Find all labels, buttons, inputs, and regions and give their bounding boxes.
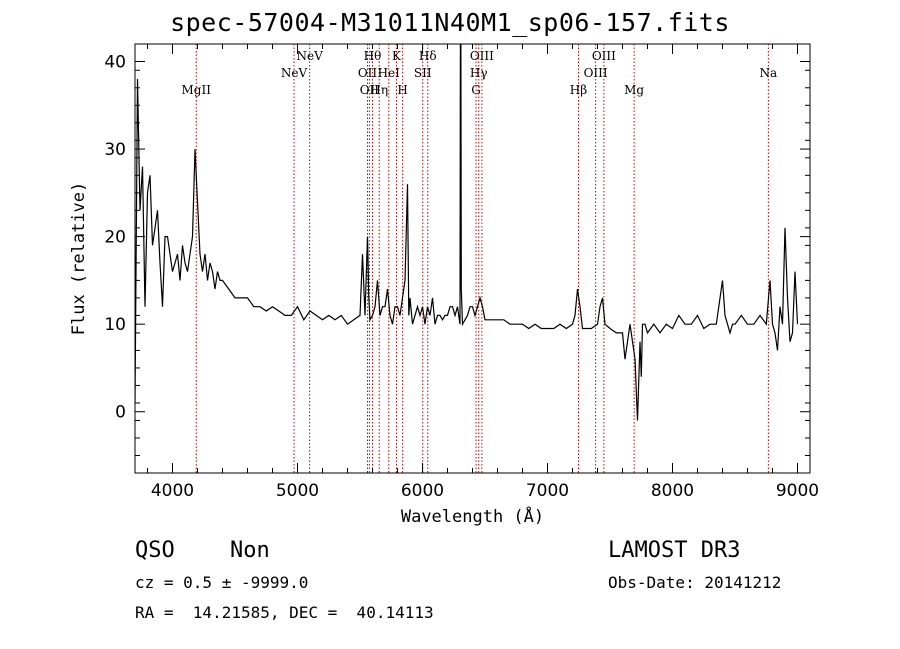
line-label-3: OII [358, 66, 378, 80]
y-axis-label: Flux (relative) [69, 182, 89, 336]
redshift-text: cz = 0.5 ± -9999.0 [135, 573, 309, 592]
x-axis-label: Wavelength (Å) [401, 505, 544, 527]
line-label-16: OIII [584, 66, 608, 80]
x-tick-label-4: 8000 [651, 481, 694, 501]
obs-date: Obs-Date: 20141212 [608, 573, 782, 592]
ra-dec-text: RA = 14.21585, DEC = 40.14113 [135, 603, 434, 622]
line-label-4: OII [360, 83, 380, 97]
x-tick-label-0: 4000 [151, 481, 194, 501]
line-label-6: Hη [370, 83, 388, 97]
y-tick-label-1: 10 [104, 315, 126, 335]
chart-title: spec-57004-M31011N40M1_sp06-157.fits [170, 8, 730, 37]
y-tick-label-3: 30 [104, 140, 126, 160]
line-label-18: Mg [624, 83, 644, 97]
x-tick-label-2: 6000 [401, 481, 444, 501]
object-subclass: Non [230, 538, 270, 563]
line-label-9: H [397, 83, 407, 97]
line-label-7: HeI [378, 66, 401, 80]
spectrum-line [135, 44, 799, 421]
y-tick-label-0: 0 [115, 403, 126, 423]
survey-label: LAMOST DR3 [608, 538, 741, 563]
line-label-12: G [471, 83, 481, 97]
x-tick-label-5: 9000 [776, 481, 819, 501]
line-label-5: Hθ [364, 49, 382, 63]
line-label-10: Hδ [419, 49, 437, 63]
line-label-8: K [392, 49, 402, 63]
line-label-15: Hβ [570, 83, 587, 97]
x-tick-label-1: 5000 [276, 481, 319, 501]
line-label-13: Hγ [470, 66, 488, 80]
x-tick-label-3: 7000 [526, 481, 569, 501]
line-label-0: MgII [182, 83, 212, 97]
line-label-1: NeV [281, 66, 308, 80]
line-label-11: SII [414, 66, 432, 80]
line-label-14: OIII [470, 49, 494, 63]
line-label-2: NeV [296, 49, 323, 63]
y-tick-label-2: 20 [104, 228, 126, 248]
line-label-17: OIII [592, 49, 616, 63]
plot-frame [134, 43, 811, 474]
y-tick-label-4: 40 [104, 53, 126, 73]
object-class: QSO [135, 538, 175, 563]
line-label-19: Na [760, 66, 778, 80]
